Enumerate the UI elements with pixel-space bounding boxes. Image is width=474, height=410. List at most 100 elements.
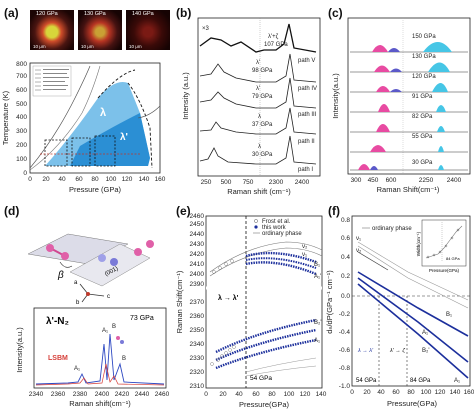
x-tick: 2460 (155, 391, 170, 398)
x-tick: 140 (450, 389, 461, 396)
spectrum-line (35, 363, 165, 386)
x-tick: 2400 (95, 391, 110, 398)
n2-atom (146, 240, 154, 248)
y-tick: 2350 (190, 327, 205, 334)
mode-label: A₁ (454, 378, 460, 384)
lsbm-label: LSBM (48, 355, 68, 362)
legend-label: ordinary phase (262, 231, 302, 237)
spectrum-pressure: 120 GPa (412, 74, 436, 80)
x-tick: 2300 (269, 179, 284, 186)
raman-spectra-c: 150 GPa 130 GPa 120 GPa 91 GPa 82 GPa 55… (331, 17, 471, 194)
spectrum-pressure: 30 GPa (252, 152, 273, 158)
y-tick: 2320 (190, 369, 205, 376)
micrograph-130: 130 GPa 10 μm (78, 10, 122, 50)
n2-atom (98, 254, 106, 262)
y-tick: 2330 (190, 355, 205, 362)
y-tick: -0.6 (339, 347, 351, 354)
mode-label: A₁ (314, 338, 320, 344)
x-tick: 2250 (419, 177, 434, 184)
spectrum-pressure: 91 GPa (412, 94, 433, 100)
inset-title: λ'-N₂ (46, 316, 69, 327)
spectrum-path: path I (298, 167, 313, 173)
legend-label: ordinary phase (372, 226, 412, 232)
panel-a-micrographs: 120 GPa 10 μm 130 GPa 10 μm 140 GPa 10 μ… (30, 10, 170, 56)
x-tick: 120 (435, 389, 446, 396)
x-tick: 500 (221, 179, 232, 186)
y-tick: 800 (16, 61, 27, 68)
y-tick: 2370 (190, 299, 205, 306)
x-tick: 60 (252, 391, 260, 398)
y-axis-label: Intensity(a.u.) (331, 73, 340, 119)
transition-label: λ' → ζ (389, 348, 405, 354)
spectrum-pressure: 37 GPa (252, 122, 273, 128)
x-axis-label: Raman shift (cm⁻¹) (227, 187, 291, 196)
y-tick: -0.2 (339, 311, 351, 318)
x-axis-label: Pressure(GPa) (387, 399, 438, 408)
spectrum-phase: λ (258, 144, 261, 150)
boundary-curve (29, 65, 101, 171)
spectrum-phase: λ (258, 114, 261, 120)
y-tick: 200 (16, 142, 27, 149)
n2-atom (61, 252, 69, 260)
boundary-curve (137, 105, 161, 119)
x-tick: 0 (204, 391, 208, 398)
x-tick: 100 (284, 391, 295, 398)
panel-c-label: (c) (328, 6, 343, 20)
y-tick: 2340 (190, 341, 205, 348)
y-tick: 2310 (190, 383, 205, 390)
region-label-lambda-prime: λ' (120, 132, 128, 143)
x-tick: 2420 (115, 391, 130, 398)
peak-label: A₁ (102, 328, 108, 334)
panel-b-label: (b) (176, 6, 192, 20)
spectrum-phase: λ' (256, 86, 260, 92)
raman-spectra-b: ×3 λ'+ζ 107 GPa path V λ' 98 GPa path IV… (181, 17, 321, 196)
x-tick: 2400 (295, 179, 310, 186)
derivative-f: 84 GPa Pressure(GPa) Width(cm⁻¹) ordinar… (325, 215, 474, 408)
n2-atom (110, 258, 118, 266)
spectra-stack (350, 42, 468, 171)
mode-label: ν₁ (302, 252, 307, 258)
plot-frame (197, 17, 321, 177)
mode-label: B₂' (314, 320, 321, 326)
scale-bar-label: 10 μm (33, 44, 46, 49)
peak-label: A₁ (74, 366, 80, 372)
inset-pressure: 73 GPa (130, 315, 154, 322)
transition-label: λ → λ' (218, 294, 239, 302)
panel-d-label: (d) (4, 204, 20, 218)
spectrum-pressure: 30 GPa (412, 160, 433, 166)
x-tick: 120 (300, 391, 311, 398)
lower-branch (210, 259, 317, 377)
raman-inset-d: λ'-N₂ 73 GPa LSBM A₁ A₁ B B 2340 2360 23… (15, 307, 170, 408)
y-tick: 300 (16, 128, 27, 135)
spectrum-path: path IV (298, 86, 317, 92)
phase-diagram: λ λ' 0 20 40 60 80 100 120 140 160 0 100… (1, 61, 166, 194)
x-tick: 2340 (29, 391, 44, 398)
plane-label: (001) (104, 266, 119, 278)
y-tick: 2360 (190, 313, 205, 320)
spectrum-pressure: 150 GPa (412, 34, 436, 40)
axis-label: b (76, 300, 80, 306)
x-tick: 60 (75, 176, 83, 183)
y-tick: 400 (16, 114, 27, 121)
y-tick: 0.4 (341, 254, 350, 261)
experimental-paths (40, 135, 140, 167)
legend-label: this work (262, 225, 287, 231)
spectrum-pressure: 130 GPa (412, 54, 436, 60)
y-tick: 500 (16, 101, 27, 108)
y-tick: 0 (23, 170, 27, 177)
x-tick: 250 (201, 179, 212, 186)
y-axis-label: Temperature (K) (1, 90, 10, 145)
plot-frame (347, 17, 471, 175)
spectrum-path: path II (298, 139, 315, 145)
y-tick: 2460 (190, 213, 205, 220)
y-tick: 600 (16, 87, 27, 94)
y-tick: 2430 (190, 241, 205, 248)
x-tick: 20 (42, 176, 50, 183)
x-tick: 40 (377, 389, 385, 396)
molecule-glyph (116, 336, 120, 340)
inset-note: 84 GPa (446, 256, 460, 261)
x-tick: 100 (421, 389, 432, 396)
mode-label: B₁ (446, 312, 452, 318)
x-tick: 140 (139, 176, 150, 183)
x-tick: 80 (91, 176, 99, 183)
